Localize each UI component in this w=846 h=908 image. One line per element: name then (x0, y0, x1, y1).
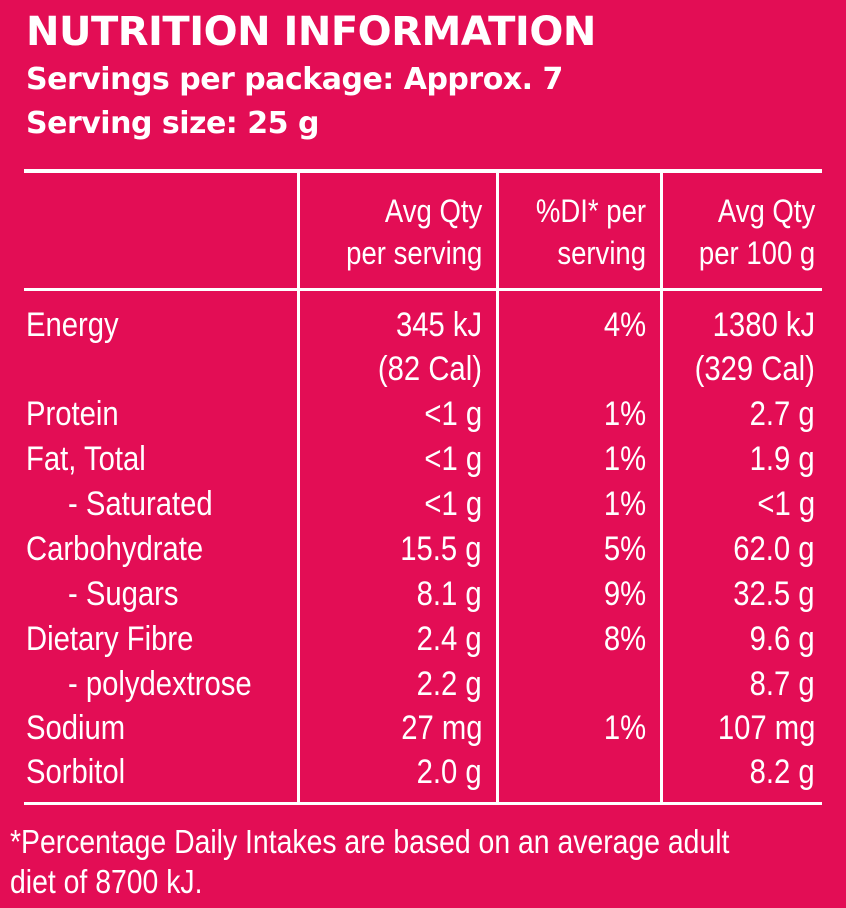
per-serving-value: 2.4 g (416, 620, 482, 658)
di-value: 8% (603, 620, 646, 658)
serving-size: Serving size: 25 g (26, 106, 319, 141)
per-serving-value: 2.0 g (416, 753, 482, 791)
per-100g-value: 62.0 g (733, 530, 815, 568)
per-serving-value: 2.2 g (416, 665, 482, 703)
nutrient-name: - Sugars (68, 575, 179, 613)
per-serving-value: 345 kJ (395, 306, 482, 344)
header-line: %DI* per (535, 193, 646, 229)
per-100g-value: 8.7 g (749, 665, 815, 703)
table-row: - polydextrose 2.2 g 8.7 g (0, 662, 846, 706)
table-top-rule (24, 169, 822, 173)
per-serving-value: 15.5 g (400, 530, 482, 568)
header-line: serving (557, 235, 646, 271)
footnote: *Percentage Daily Intakes are based on a… (10, 822, 729, 902)
per-serving-value: <1 g (424, 485, 482, 523)
per-serving-value: <1 g (424, 440, 482, 478)
header-avg-qty-per-serving: Avg Qty per serving (346, 190, 482, 274)
column-divider-2 (496, 171, 499, 804)
per-100g-value: 107 mg (717, 709, 815, 747)
panel-title: NUTRITION INFORMATION (26, 9, 596, 55)
di-value: 1% (603, 485, 646, 523)
table-row: Sorbitol 2.0 g 8.2 g (0, 750, 846, 794)
table-row: Protein <1 g 1% 2.7 g (0, 392, 846, 436)
di-value: 4% (603, 306, 646, 344)
per-100g-value: 1.9 g (749, 440, 815, 478)
table-row: Dietary Fibre 2.4 g 8% 9.6 g (0, 617, 846, 661)
nutrient-name: Carbohydrate (26, 530, 204, 568)
nutrient-name: Energy (26, 306, 119, 344)
di-value: 5% (603, 530, 646, 568)
nutrient-name: Sodium (26, 709, 126, 747)
per-100g-value: 9.6 g (749, 620, 815, 658)
per-serving-value: (82 Cal) (377, 350, 482, 388)
nutrient-name: Dietary Fibre (26, 620, 194, 658)
di-value: 1% (603, 395, 646, 433)
footnote-line: diet of 8700 kJ. (10, 863, 203, 900)
header-avg-qty-per-100g: Avg Qty per 100 g (699, 190, 815, 274)
table-row: Carbohydrate 15.5 g 5% 62.0 g (0, 527, 846, 571)
table-bottom-rule (24, 802, 822, 805)
per-serving-value: <1 g (424, 395, 482, 433)
per-100g-value: 2.7 g (749, 395, 815, 433)
table-row: (82 Cal) (329 Cal) (0, 347, 846, 391)
nutrient-name: - Saturated (68, 485, 213, 523)
di-value: 1% (603, 709, 646, 747)
table-row: - Saturated <1 g 1% <1 g (0, 482, 846, 526)
nutrient-name: Fat, Total (26, 440, 146, 478)
per-100g-value: (329 Cal) (694, 350, 815, 388)
footnote-line: *Percentage Daily Intakes are based on a… (10, 823, 730, 860)
header-line: per 100 g (698, 235, 815, 271)
table-row: Sodium 27 mg 1% 107 mg (0, 706, 846, 750)
per-serving-value: 27 mg (400, 709, 482, 747)
per-100g-value: 8.2 g (749, 753, 815, 791)
table-row: Energy 345 kJ 4% 1380 kJ (0, 303, 846, 347)
table-row: - Sugars 8.1 g 9% 32.5 g (0, 572, 846, 616)
nutrient-name: Sorbitol (26, 753, 126, 791)
servings-per-package: Servings per package: Approx. 7 (26, 62, 563, 97)
nutrient-name: Protein (26, 395, 119, 433)
header-line: Avg Qty (717, 193, 815, 229)
nutrient-name: - polydextrose (68, 665, 252, 703)
di-value: 9% (603, 575, 646, 613)
di-value: 1% (603, 440, 646, 478)
column-divider-1 (297, 171, 300, 804)
header-divider-rule (24, 288, 822, 291)
header-line: per serving (345, 235, 482, 271)
header-line: Avg Qty (384, 193, 482, 229)
table-row: Fat, Total <1 g 1% 1.9 g (0, 437, 846, 481)
per-100g-value: <1 g (757, 485, 815, 523)
per-100g-value: 1380 kJ (712, 306, 815, 344)
per-serving-value: 8.1 g (416, 575, 482, 613)
column-divider-3 (660, 171, 663, 804)
per-100g-value: 32.5 g (733, 575, 815, 613)
header-di-per-serving: %DI* per serving (536, 190, 646, 274)
